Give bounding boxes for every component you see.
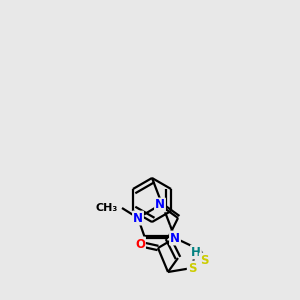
Text: S: S <box>188 262 196 275</box>
Text: S: S <box>200 254 208 266</box>
Text: O: O <box>135 238 145 250</box>
Text: H: H <box>191 245 201 259</box>
Text: N: N <box>155 199 165 212</box>
Text: N: N <box>133 212 143 224</box>
Text: N: N <box>170 232 180 244</box>
Text: CH₃: CH₃ <box>96 203 118 213</box>
